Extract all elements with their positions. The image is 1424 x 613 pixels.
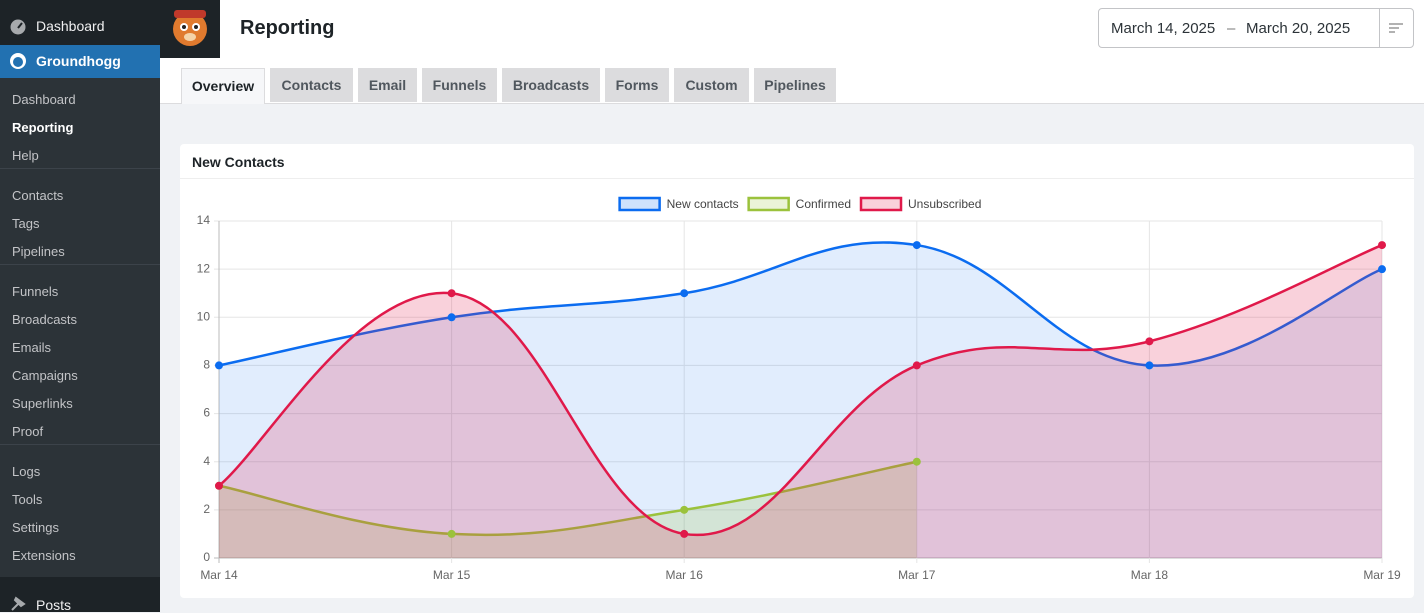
submenu-item[interactable]: Broadcasts bbox=[12, 312, 78, 327]
data-point bbox=[680, 505, 689, 514]
legend-label: Confirmed bbox=[796, 197, 851, 211]
groundhogg-icon bbox=[10, 53, 26, 69]
chart: 0 2 4 6 8 10 12 14 Mar 14 Mar 15 Mar 16 Mar 17 Mar 1… bbox=[197, 196, 1401, 582]
tab[interactable]: Broadcasts bbox=[502, 68, 600, 102]
submenu-item[interactable]: Reporting bbox=[12, 120, 74, 135]
date-end: March 20, 2025 bbox=[1246, 20, 1351, 37]
legend-swatch bbox=[618, 196, 661, 212]
submenu-item[interactable]: Emails bbox=[12, 340, 52, 355]
data-point bbox=[912, 241, 921, 250]
submenu-item[interactable]: Extensions bbox=[12, 548, 76, 563]
tab[interactable]: Overview bbox=[181, 68, 265, 104]
tab[interactable]: Pipelines bbox=[754, 68, 836, 102]
date-start: March 14, 2025 bbox=[1111, 20, 1216, 37]
panel-title: New Contacts bbox=[192, 154, 285, 170]
data-point bbox=[447, 289, 456, 298]
series-line bbox=[218, 241, 1383, 367]
series-area bbox=[219, 461, 917, 558]
y-tick-label: 2 bbox=[203, 502, 210, 516]
menu-item[interactable]: Posts bbox=[36, 597, 72, 613]
menu-item[interactable]: Dashboard bbox=[36, 18, 105, 34]
x-tick-label: Mar 18 bbox=[1131, 568, 1169, 582]
divider bbox=[180, 178, 1414, 179]
x-tick-label: Mar 17 bbox=[898, 568, 936, 582]
sidebar: Dashboard Groundhogg Posts Dashboard Repo… bbox=[0, 0, 160, 613]
data-point bbox=[1145, 337, 1154, 346]
legend-swatch bbox=[747, 196, 790, 212]
data-point bbox=[447, 529, 456, 538]
submenu-item[interactable]: Dashboard bbox=[12, 92, 76, 107]
y-tick-label: 0 bbox=[203, 550, 210, 564]
dashboard-icon bbox=[10, 19, 26, 35]
divider bbox=[1379, 9, 1380, 47]
submenu-item[interactable]: Pipelines bbox=[12, 244, 65, 259]
y-tick-label: 14 bbox=[197, 213, 211, 227]
legend-swatch bbox=[859, 196, 903, 212]
data-point bbox=[447, 313, 456, 322]
submenu-item[interactable]: Help bbox=[12, 148, 39, 163]
header: Reporting March 14, 2025 – March 20, 202… bbox=[160, 0, 1424, 58]
logo bbox=[173, 10, 207, 46]
y-tick-label: 4 bbox=[203, 454, 210, 468]
report-panel: New Contacts 0 2 4 6 8 10 12 14 Mar 14 Mar 15 Mar … bbox=[180, 144, 1414, 598]
date-range-picker[interactable]: March 14, 2025 – March 20, 2025 bbox=[1098, 8, 1414, 48]
y-tick-label: 12 bbox=[197, 261, 211, 275]
submenu-item[interactable]: Tags bbox=[12, 216, 40, 231]
logo-box bbox=[160, 0, 220, 58]
x-tick-label: Mar 16 bbox=[666, 568, 704, 582]
y-tick-label: 10 bbox=[197, 309, 211, 323]
data-point bbox=[215, 481, 223, 490]
submenu-item[interactable]: Funnels bbox=[12, 284, 59, 299]
legend: New contacts Confirmed Unsubscribed bbox=[618, 196, 981, 212]
tab-bar: Overview Contacts Email Funnels Broadcasts Fo… bbox=[160, 58, 1424, 104]
y-tick-label: 6 bbox=[203, 406, 210, 420]
series-area bbox=[219, 242, 1382, 558]
data-point bbox=[1145, 361, 1154, 370]
separator bbox=[0, 444, 160, 445]
separator bbox=[0, 264, 160, 265]
submenu-bg bbox=[0, 78, 160, 577]
data-point bbox=[912, 457, 921, 466]
y-tick-label: 8 bbox=[203, 358, 210, 372]
active-menu-bg bbox=[0, 45, 160, 78]
tab[interactable]: Forms bbox=[605, 68, 669, 102]
submenu-item[interactable]: Tools bbox=[12, 492, 43, 507]
submenu-item[interactable]: Settings bbox=[12, 520, 59, 535]
data-point bbox=[1378, 241, 1386, 250]
page-title: Reporting bbox=[240, 17, 335, 39]
x-tick-label: Mar 19 bbox=[1363, 568, 1401, 582]
tab[interactable]: Email bbox=[358, 68, 417, 102]
submenu-item[interactable]: Superlinks bbox=[12, 396, 73, 411]
x-tick-label: Mar 14 bbox=[200, 568, 238, 582]
date-separator: – bbox=[1227, 20, 1236, 37]
submenu-item[interactable]: Proof bbox=[12, 424, 44, 439]
data-point bbox=[215, 361, 223, 370]
x-tick-label: Mar 15 bbox=[433, 568, 471, 582]
tab[interactable]: Contacts bbox=[270, 68, 353, 102]
posts-icon bbox=[11, 596, 26, 611]
data-point bbox=[680, 289, 689, 298]
data-point bbox=[912, 361, 921, 370]
data-point bbox=[1378, 265, 1386, 274]
separator bbox=[0, 168, 160, 169]
submenu-item[interactable]: Logs bbox=[12, 464, 41, 479]
submenu-item[interactable]: Contacts bbox=[12, 188, 64, 203]
series-area bbox=[219, 245, 1382, 559]
legend-label: Unsubscribed bbox=[908, 197, 981, 211]
data-point bbox=[680, 529, 689, 538]
tab[interactable]: Funnels bbox=[422, 68, 497, 102]
series-line bbox=[218, 460, 918, 537]
menu-icon bbox=[1389, 23, 1403, 33]
submenu-item[interactable]: Campaigns bbox=[12, 368, 78, 383]
menu-item-active[interactable]: Groundhogg bbox=[36, 53, 121, 69]
legend-label: New contacts bbox=[667, 197, 739, 211]
tab[interactable]: Custom bbox=[674, 68, 749, 102]
